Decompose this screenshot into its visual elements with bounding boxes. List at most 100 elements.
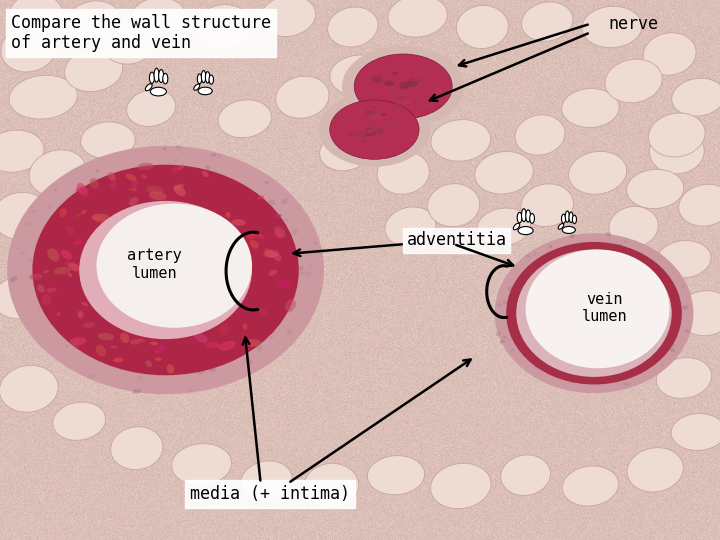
Ellipse shape xyxy=(275,214,282,217)
Ellipse shape xyxy=(145,360,152,367)
Ellipse shape xyxy=(65,49,122,92)
Ellipse shape xyxy=(368,130,374,133)
Ellipse shape xyxy=(402,78,412,83)
Ellipse shape xyxy=(29,150,86,196)
Ellipse shape xyxy=(395,96,405,101)
Ellipse shape xyxy=(48,248,60,261)
Ellipse shape xyxy=(243,233,250,238)
Ellipse shape xyxy=(526,210,531,222)
Ellipse shape xyxy=(77,311,84,318)
Ellipse shape xyxy=(111,427,163,470)
Ellipse shape xyxy=(190,188,194,191)
Ellipse shape xyxy=(198,87,212,94)
Ellipse shape xyxy=(506,242,682,384)
Ellipse shape xyxy=(148,173,155,177)
Ellipse shape xyxy=(240,231,244,233)
Ellipse shape xyxy=(202,361,210,366)
Ellipse shape xyxy=(90,220,94,224)
Ellipse shape xyxy=(264,248,275,258)
Ellipse shape xyxy=(372,127,384,134)
Ellipse shape xyxy=(37,307,41,309)
Ellipse shape xyxy=(516,249,672,377)
Ellipse shape xyxy=(53,402,106,440)
Ellipse shape xyxy=(529,270,532,273)
Ellipse shape xyxy=(73,340,80,348)
Ellipse shape xyxy=(241,344,248,348)
Ellipse shape xyxy=(42,298,45,300)
Ellipse shape xyxy=(553,251,557,255)
Ellipse shape xyxy=(81,122,135,159)
Ellipse shape xyxy=(496,331,501,336)
Ellipse shape xyxy=(330,55,390,96)
Ellipse shape xyxy=(187,193,192,198)
Ellipse shape xyxy=(0,275,50,319)
Ellipse shape xyxy=(558,224,564,230)
Ellipse shape xyxy=(272,253,282,261)
Ellipse shape xyxy=(376,135,381,138)
Ellipse shape xyxy=(511,299,516,302)
Ellipse shape xyxy=(369,113,382,119)
Ellipse shape xyxy=(228,334,234,338)
Ellipse shape xyxy=(78,276,81,279)
Ellipse shape xyxy=(658,275,663,280)
Ellipse shape xyxy=(55,267,60,272)
Ellipse shape xyxy=(155,357,162,361)
Ellipse shape xyxy=(685,330,690,332)
Ellipse shape xyxy=(231,219,246,226)
Ellipse shape xyxy=(510,350,513,353)
Ellipse shape xyxy=(45,205,53,210)
Ellipse shape xyxy=(562,89,619,127)
Ellipse shape xyxy=(426,104,433,107)
Ellipse shape xyxy=(225,212,230,218)
Ellipse shape xyxy=(92,214,109,221)
Ellipse shape xyxy=(205,165,210,170)
Ellipse shape xyxy=(138,163,154,170)
Ellipse shape xyxy=(217,156,222,158)
Ellipse shape xyxy=(432,89,443,94)
Ellipse shape xyxy=(292,257,300,261)
Ellipse shape xyxy=(109,190,113,194)
Ellipse shape xyxy=(328,7,378,47)
Text: adventitia: adventitia xyxy=(407,231,507,249)
Ellipse shape xyxy=(81,302,88,306)
Ellipse shape xyxy=(163,73,168,84)
Ellipse shape xyxy=(410,84,420,90)
Ellipse shape xyxy=(56,312,60,316)
Ellipse shape xyxy=(263,295,265,298)
Ellipse shape xyxy=(626,170,684,208)
Ellipse shape xyxy=(285,299,296,312)
Ellipse shape xyxy=(374,78,384,83)
Ellipse shape xyxy=(218,100,271,138)
Ellipse shape xyxy=(569,151,626,194)
Ellipse shape xyxy=(194,84,199,90)
Ellipse shape xyxy=(90,178,99,188)
Ellipse shape xyxy=(389,121,401,127)
Ellipse shape xyxy=(310,263,314,267)
Ellipse shape xyxy=(526,249,670,368)
Ellipse shape xyxy=(397,91,408,97)
Ellipse shape xyxy=(132,187,138,192)
Ellipse shape xyxy=(46,287,56,293)
Ellipse shape xyxy=(107,210,113,216)
Ellipse shape xyxy=(138,376,143,381)
Ellipse shape xyxy=(503,301,506,304)
Ellipse shape xyxy=(68,273,72,277)
Ellipse shape xyxy=(499,340,504,344)
Ellipse shape xyxy=(264,251,279,258)
Ellipse shape xyxy=(672,78,720,116)
Ellipse shape xyxy=(198,369,205,374)
Ellipse shape xyxy=(202,71,206,83)
Text: nerve: nerve xyxy=(608,15,658,33)
Ellipse shape xyxy=(76,223,78,227)
Ellipse shape xyxy=(150,87,166,96)
Ellipse shape xyxy=(254,233,264,239)
Ellipse shape xyxy=(71,204,74,206)
Ellipse shape xyxy=(502,336,506,339)
Ellipse shape xyxy=(348,132,358,137)
Ellipse shape xyxy=(299,266,304,271)
Ellipse shape xyxy=(81,210,86,214)
Ellipse shape xyxy=(474,152,534,194)
Ellipse shape xyxy=(257,270,261,274)
Ellipse shape xyxy=(671,291,676,296)
Ellipse shape xyxy=(369,111,381,117)
